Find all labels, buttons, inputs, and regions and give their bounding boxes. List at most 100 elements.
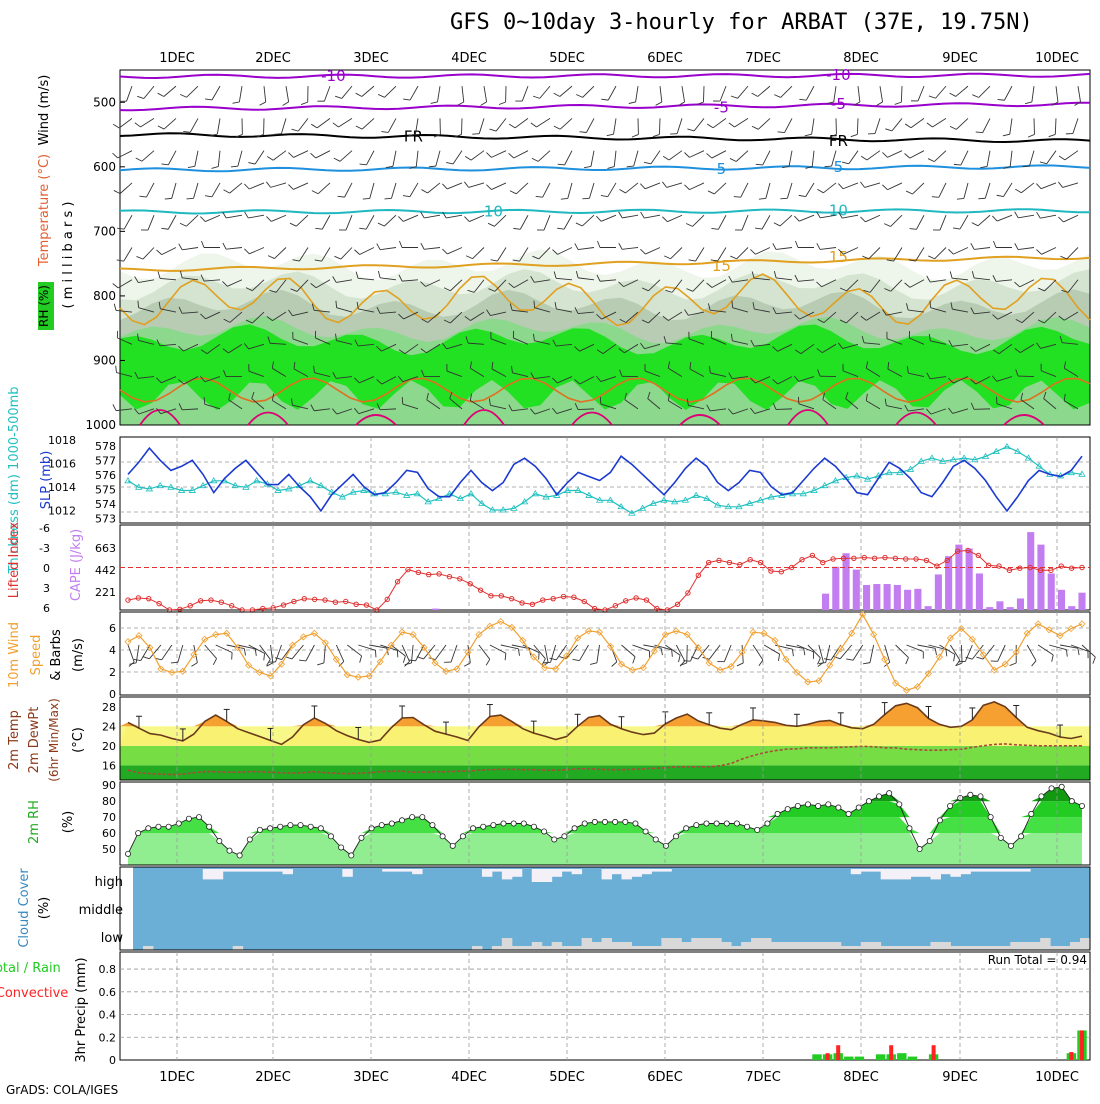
cloud-high-bar <box>253 869 263 872</box>
wind-barb <box>645 248 660 255</box>
cloud-low-bar <box>721 942 731 950</box>
surface-wind-barb-flag <box>778 654 779 661</box>
wind-barb <box>362 118 374 129</box>
li-axis-label: Lifted Index <box>7 521 22 598</box>
wind-barb-flag <box>491 260 498 261</box>
wind-speed-marker <box>125 639 131 645</box>
wind-barb-flag <box>117 228 124 229</box>
rh-marker <box>846 811 851 816</box>
precip-tick-label: 0.8 <box>99 963 117 976</box>
cloud-low-bar <box>681 942 691 950</box>
cloud-high-bar <box>970 869 980 872</box>
wind-barb <box>787 183 792 198</box>
wind-barb-flag <box>687 129 694 131</box>
wind-barb <box>469 215 484 221</box>
wind-barb-flag <box>632 134 638 137</box>
surface-wind-barb-flag <box>317 663 324 665</box>
wind-barb-flag <box>1058 217 1063 222</box>
isotherm-label: FR <box>404 127 423 145</box>
rh-marker <box>186 816 191 821</box>
wind-barb <box>273 151 286 161</box>
day-label-bottom: 2DEC <box>255 1070 291 1085</box>
isotherm-label: 10 <box>484 203 503 221</box>
wind-barb-flag <box>928 159 934 162</box>
wind-barb <box>471 151 484 160</box>
wind-barb-flag <box>135 123 141 127</box>
cloud-low-bar <box>562 946 572 950</box>
wind-barb <box>496 118 506 131</box>
wind-barb <box>823 183 836 193</box>
thickness-tick-label: 577 <box>95 455 116 468</box>
wind-barb <box>601 215 616 221</box>
wind-barb-flag <box>799 195 806 196</box>
wind-barb-flag <box>442 249 447 254</box>
pressure-tick-label: 700 <box>93 224 116 238</box>
wind-barb <box>410 86 418 100</box>
wind-barb <box>858 86 860 102</box>
wind-barb-flag <box>360 164 367 165</box>
cape-bar <box>1048 573 1055 610</box>
wind-barb <box>249 248 264 254</box>
wind-barb-flag <box>486 153 491 158</box>
wind-barb <box>142 151 154 162</box>
wind-barb <box>736 151 748 162</box>
temp-band-20 <box>120 746 1090 766</box>
wind-barb <box>1032 86 1034 102</box>
wind-barb <box>360 248 374 255</box>
wind-barb <box>979 86 990 97</box>
day-label-bottom: 7DEC <box>745 1070 781 1085</box>
wind-barb <box>891 215 902 226</box>
wind-barb-flag <box>180 223 186 226</box>
wind-barb-flag <box>950 126 956 129</box>
temp-band-16 <box>120 765 1090 780</box>
wind-speed-marker <box>1079 621 1085 627</box>
surface-wind-barb-flag <box>680 663 687 665</box>
rh-marker <box>420 815 425 820</box>
rh-marker <box>207 824 212 829</box>
wind-barb <box>403 215 418 221</box>
wind-barb <box>322 215 330 229</box>
wind-barb-flag <box>817 189 823 193</box>
cloud-high-bar <box>233 869 243 872</box>
li-tick-label: -3 <box>39 542 50 555</box>
wind-barb-flag <box>711 228 718 229</box>
cloud-low-bar <box>582 938 592 950</box>
wind-barb-flag <box>183 131 190 132</box>
surface-wind-barb-flag <box>417 657 424 659</box>
surface-wind-barb-flag <box>759 660 763 666</box>
wind-barb-flag <box>619 189 625 193</box>
wind-barb-flag <box>283 102 289 106</box>
cape-bar <box>884 584 891 610</box>
wind-barb-flag <box>421 243 424 249</box>
surface-wind-barb-flag <box>1093 657 1096 664</box>
wind-barb-flag <box>231 166 238 167</box>
thickness-tick-label: 574 <box>95 498 116 511</box>
wind-barb-flag <box>442 184 447 189</box>
wind-barb-flag <box>1036 250 1041 255</box>
wind-barb-flag <box>266 182 270 188</box>
precip-tick-label: 0.2 <box>99 1031 117 1044</box>
wind-barb-flag <box>998 99 1005 100</box>
wind-barb-flag <box>759 198 766 199</box>
cape-tick-label: 442 <box>95 564 116 577</box>
rh-marker <box>511 821 516 826</box>
day-label-bottom: 5DEC <box>549 1070 585 1085</box>
cape-bar <box>955 545 962 610</box>
wind-barb <box>843 183 858 189</box>
rh-marker <box>927 838 932 843</box>
cape-bar <box>832 567 839 610</box>
wind-barb-flag <box>877 102 883 106</box>
surface-wind-barb <box>621 645 635 657</box>
cloud-level-label: middle <box>79 903 123 918</box>
rh-marker <box>349 853 354 858</box>
wind-barb-flag <box>601 195 608 196</box>
wind-barb-flag <box>885 129 892 131</box>
wind-barb <box>218 151 220 167</box>
wind-barb-flag <box>641 212 645 218</box>
wind-barb <box>264 86 266 102</box>
wind-barb <box>172 183 176 198</box>
surface-wind-barb-flag <box>134 659 141 660</box>
cloud-low-bar <box>671 938 681 950</box>
cloud-low-bar <box>861 942 871 950</box>
wind-barb <box>880 86 883 102</box>
